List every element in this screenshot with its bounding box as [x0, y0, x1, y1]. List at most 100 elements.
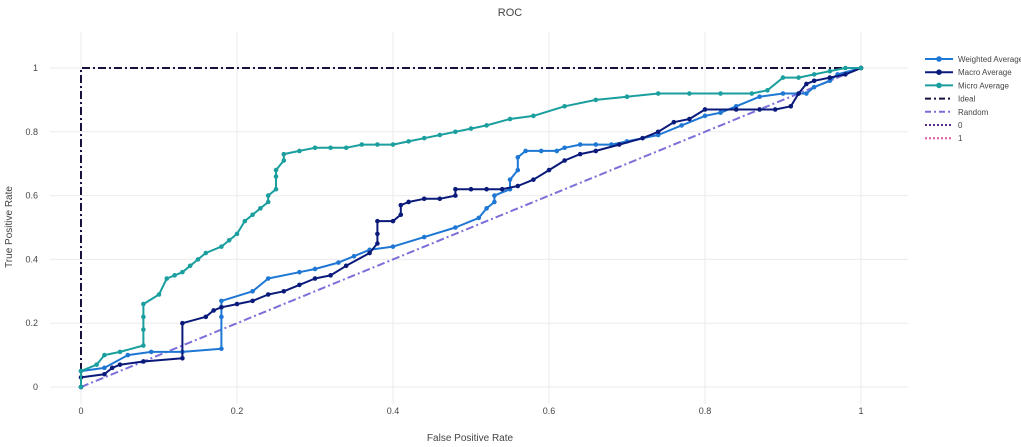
data-point-micro-average: [858, 65, 864, 71]
legend-item-macro-average[interactable]: Macro Average: [925, 68, 1012, 77]
data-point-micro-average: [226, 237, 232, 243]
data-point-macro-average: [687, 116, 692, 122]
legend-label: 0: [958, 121, 963, 130]
data-point-macro-average: [390, 218, 396, 224]
data-point-macro-average: [250, 298, 255, 304]
data-point-weighted-average: [507, 177, 513, 182]
series-line-micro-average: [80, 67, 861, 387]
data-point-macro-average: [546, 167, 552, 173]
data-point-macro-average: [117, 362, 123, 367]
x-tick-label: 0.8: [699, 406, 712, 416]
data-point-macro-average: [375, 231, 380, 237]
data-point-micro-average: [258, 206, 263, 211]
data-point-macro-average: [757, 107, 762, 112]
y-tick-label: 0.8: [25, 127, 38, 137]
data-point-micro-average: [265, 193, 271, 198]
data-point-macro-average: [562, 158, 567, 163]
legend-item-random[interactable]: Random: [925, 108, 989, 117]
data-point-weighted-average: [219, 298, 224, 304]
data-point-micro-average: [156, 292, 162, 297]
x-tick-label: 1: [858, 406, 863, 416]
data-point-micro-average: [593, 97, 599, 103]
data-point-micro-average: [437, 132, 443, 138]
data-point-macro-average: [531, 177, 536, 182]
data-point-macro-average: [796, 91, 801, 96]
legend-item-ideal[interactable]: Ideal: [925, 95, 976, 104]
data-point-micro-average: [78, 384, 84, 390]
legend-item-micro-average[interactable]: Micro Average: [925, 81, 1010, 90]
y-axis-title: True Positive Rate: [4, 186, 15, 268]
data-point-macro-average: [343, 263, 349, 269]
data-point-weighted-average: [297, 269, 302, 275]
data-point-macro-average: [655, 129, 661, 135]
data-point-micro-average: [141, 343, 146, 348]
data-point-weighted-average: [593, 142, 599, 147]
data-point-micro-average: [765, 88, 770, 93]
series-layer: [78, 65, 864, 390]
data-point-macro-average: [499, 186, 505, 192]
data-point-micro-average: [843, 65, 848, 71]
data-point-micro-average: [468, 126, 474, 131]
data-point-macro-average: [515, 183, 521, 189]
data-point-micro-average: [273, 167, 279, 173]
data-point-macro-average: [102, 371, 107, 377]
data-point-macro-average: [180, 320, 185, 326]
data-point-micro-average: [507, 116, 513, 122]
y-tick-label: 0.6: [25, 191, 38, 201]
data-point-macro-average: [593, 148, 599, 154]
data-point-micro-average: [531, 113, 536, 119]
x-tick-label: 0.4: [387, 406, 400, 416]
y-tick-label: 0.4: [25, 254, 38, 264]
legend-item-1[interactable]: 1: [925, 134, 963, 143]
data-point-micro-average: [655, 91, 661, 96]
data-point-micro-average: [624, 94, 630, 100]
chart-title: ROC: [498, 7, 523, 19]
data-point-weighted-average: [515, 167, 521, 173]
data-point-micro-average: [250, 212, 255, 218]
data-point-micro-average: [749, 91, 755, 96]
legend-marker: [936, 82, 942, 89]
data-point-weighted-average: [733, 103, 739, 109]
data-point-macro-average: [733, 107, 739, 112]
data-point-macro-average: [375, 218, 380, 224]
legend-item-0[interactable]: 0: [925, 121, 963, 130]
data-point-micro-average: [453, 129, 458, 135]
series-line-random: [80, 67, 862, 388]
data-point-micro-average: [780, 75, 786, 80]
data-point-micro-average: [172, 273, 177, 278]
legend[interactable]: Weighted Average Macro Average Micro Avera…: [925, 55, 1021, 143]
data-point-micro-average: [406, 139, 411, 144]
data-point-weighted-average: [811, 84, 817, 90]
data-point-micro-average: [718, 91, 723, 96]
data-point-weighted-average: [219, 346, 224, 352]
x-tick-label: 0.2: [231, 406, 244, 416]
data-point-macro-average: [702, 107, 708, 112]
data-point-weighted-average: [492, 193, 497, 198]
data-point-micro-average: [219, 244, 224, 249]
data-point-micro-average: [242, 218, 248, 224]
data-point-micro-average: [297, 148, 302, 154]
data-point-macro-average: [804, 81, 809, 87]
data-point-weighted-average: [453, 225, 458, 230]
data-point-weighted-average: [702, 113, 708, 119]
data-point-micro-average: [117, 349, 123, 355]
data-point-weighted-average: [554, 148, 560, 154]
data-point-micro-average: [328, 145, 333, 151]
data-point-macro-average: [843, 72, 848, 77]
data-point-macro-average: [367, 250, 372, 256]
data-point-weighted-average: [219, 314, 224, 320]
tick-labels: 0 0.2 0.4 0.6 0.8 1 0 0.2 0.4 0.6 0.8 1: [25, 63, 863, 416]
data-point-macro-average: [219, 304, 224, 310]
data-point-macro-average: [453, 193, 458, 198]
data-point-macro-average: [312, 276, 318, 281]
data-point-weighted-average: [780, 91, 786, 96]
data-point-macro-average: [640, 135, 645, 141]
data-point-micro-average: [273, 174, 279, 179]
legend-item-weighted-average[interactable]: Weighted Average: [925, 55, 1021, 64]
data-point-weighted-average: [484, 206, 489, 211]
y-tick-label: 1: [33, 63, 38, 73]
data-point-macro-average: [180, 355, 185, 361]
data-point-micro-average: [164, 276, 170, 281]
data-point-micro-average: [203, 250, 209, 256]
data-point-weighted-average: [679, 123, 684, 128]
